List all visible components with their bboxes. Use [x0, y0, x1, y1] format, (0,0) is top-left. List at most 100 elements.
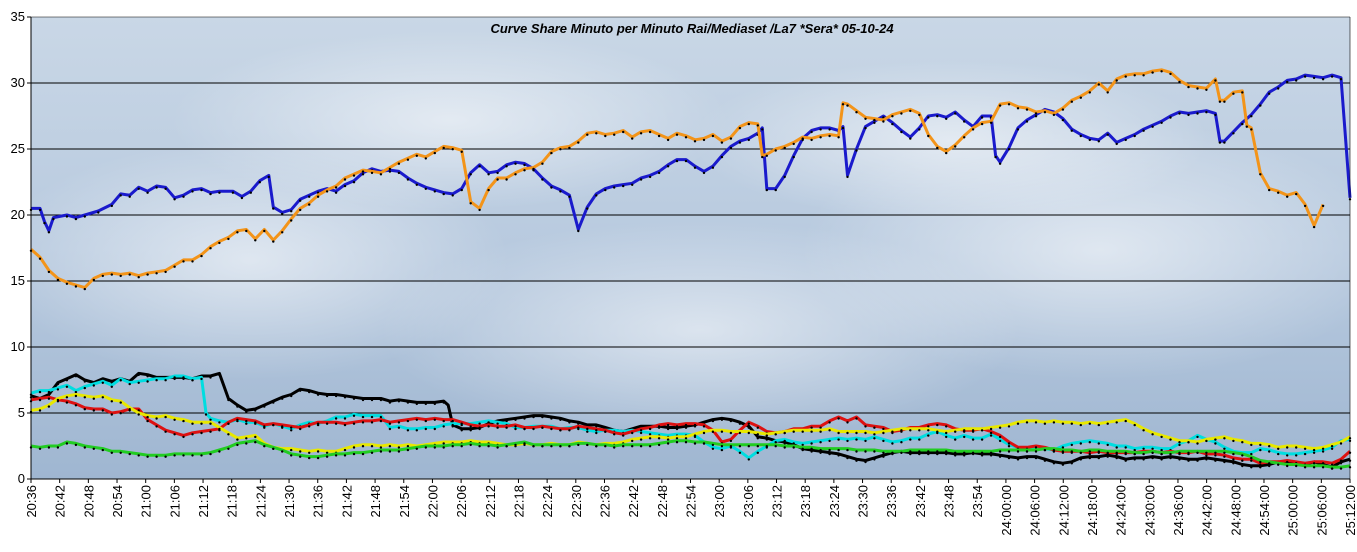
data-point [980, 454, 984, 457]
data-point [657, 134, 661, 138]
data-point [204, 413, 208, 416]
data-point [918, 450, 921, 453]
data-point [101, 274, 105, 278]
data-point [56, 446, 60, 449]
data-point [370, 421, 374, 424]
x-tick-label: 22:18 [511, 485, 526, 518]
data-point [1151, 456, 1154, 460]
data-point [74, 390, 78, 394]
data-point [83, 396, 87, 399]
data-point [604, 134, 607, 138]
data-point [1106, 91, 1109, 94]
data-point [577, 422, 580, 425]
data-point [873, 121, 876, 125]
data-point [873, 437, 876, 440]
data-point [1115, 456, 1118, 460]
data-point [451, 194, 454, 197]
data-point [980, 116, 984, 119]
data-point [514, 162, 517, 165]
data-point [325, 422, 329, 425]
data-point [1268, 450, 1271, 453]
data-point [1196, 112, 1199, 115]
data-point [855, 450, 858, 453]
data-point [1330, 445, 1334, 448]
data-point [74, 217, 78, 221]
data-point [738, 445, 742, 448]
data-point [218, 191, 221, 194]
data-point [290, 210, 293, 213]
data-point [613, 133, 616, 136]
data-point [783, 431, 786, 435]
data-point [684, 136, 688, 139]
data-point [1142, 429, 1145, 432]
data-point [281, 212, 284, 216]
data-point [994, 155, 997, 159]
data-point [909, 109, 912, 113]
data-point [1187, 113, 1190, 117]
data-point [1250, 456, 1253, 460]
data-point [281, 231, 284, 234]
data-point [1339, 462, 1343, 465]
data-point [406, 445, 410, 448]
data-point [164, 415, 167, 419]
data-point [684, 159, 688, 163]
data-point [38, 398, 42, 402]
data-point [729, 419, 733, 423]
data-point [379, 450, 383, 453]
data-point [101, 381, 105, 384]
data-point [1070, 422, 1074, 425]
data-point [1052, 448, 1056, 452]
data-point [1124, 75, 1127, 78]
data-point [424, 402, 427, 406]
data-point [1312, 76, 1316, 80]
data-point [406, 419, 410, 423]
data-point [308, 425, 311, 428]
chart-title: Curve Share Minuto per Minuto Rai/Medias… [490, 21, 894, 36]
data-point [343, 184, 347, 188]
x-tick-label: 23:30 [856, 485, 871, 518]
data-point [828, 429, 831, 432]
data-point [263, 405, 266, 408]
x-tick-label: 20:48 [81, 485, 96, 518]
x-tick-label: 20:54 [110, 485, 125, 518]
data-point [1259, 104, 1262, 107]
data-point [738, 126, 742, 130]
data-point [245, 437, 248, 440]
data-point [1070, 443, 1074, 447]
data-point [1016, 422, 1020, 425]
data-point [388, 422, 392, 425]
series-1 [29, 68, 1325, 291]
data-point [1160, 70, 1163, 73]
data-point [639, 429, 643, 432]
data-point [1321, 462, 1325, 465]
data-point [182, 435, 185, 439]
data-point [388, 427, 392, 431]
data-point [92, 397, 96, 400]
x-tick-label: 23:18 [798, 485, 813, 518]
data-point [56, 382, 60, 386]
data-point [792, 442, 795, 445]
data-point [316, 195, 320, 198]
data-point [1142, 447, 1145, 450]
data-point [622, 445, 625, 448]
data-point [1223, 447, 1226, 450]
data-point [963, 435, 966, 439]
data-point [1205, 88, 1208, 92]
data-point [927, 429, 930, 432]
data-point [388, 401, 392, 404]
data-point [1016, 107, 1020, 110]
data-point [882, 427, 885, 431]
series-line-5 [30, 393, 1351, 453]
data-point [361, 452, 365, 456]
data-point [43, 221, 46, 225]
data-point [361, 445, 365, 448]
data-point [227, 447, 230, 450]
data-point [83, 287, 87, 291]
data-point [909, 452, 912, 456]
data-point [810, 450, 813, 453]
data-point [783, 439, 786, 443]
data-point [1115, 142, 1118, 146]
data-point [1330, 75, 1334, 78]
data-point [47, 231, 51, 234]
data-point [675, 133, 679, 136]
